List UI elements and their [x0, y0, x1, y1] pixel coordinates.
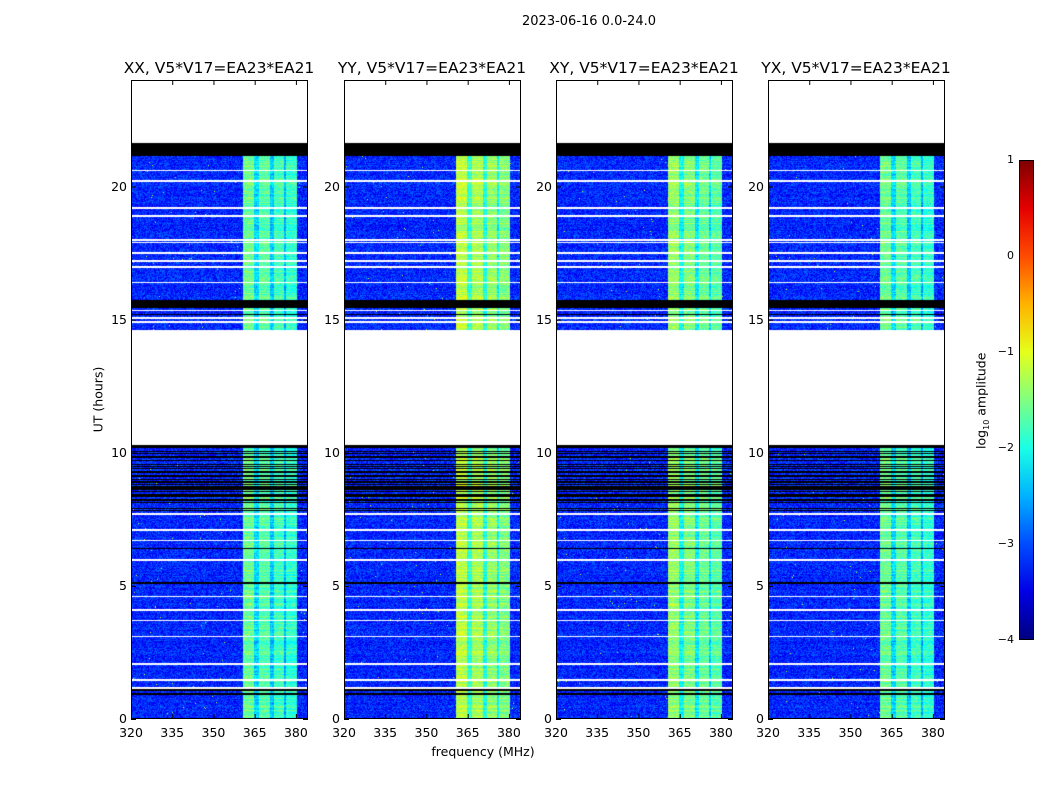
y-tick-label: 5	[119, 577, 127, 593]
y-tick-label: 20	[324, 178, 340, 194]
figure-title: 2023-06-16 0.0-24.0	[522, 14, 656, 29]
axes-frame	[556, 80, 733, 719]
x-tick-label: 365	[667, 725, 692, 740]
axes-frame	[768, 80, 945, 719]
x-tick-label: 365	[242, 725, 267, 740]
x-axis-label: frequency (MHz)	[431, 744, 535, 759]
x-tick-label: 350	[838, 725, 863, 740]
x-tick-label: 335	[585, 725, 610, 740]
colorbar-label: log10 amplitude	[973, 352, 991, 449]
panel-title: XY, V5*V17=EA23*EA21	[549, 59, 739, 77]
colorbar-tick-label: −3	[997, 537, 1014, 550]
heatmap-panel-2	[344, 80, 521, 720]
y-tick-label: 0	[332, 711, 340, 726]
y-tick-label: 20	[111, 178, 127, 194]
y-tick-label: 10	[324, 444, 340, 460]
y-tick-label: 15	[748, 311, 764, 327]
y-tick-label: 15	[324, 311, 340, 327]
axes-frame	[344, 80, 521, 719]
panel-title: YX, V5*V17=EA23*EA21	[761, 59, 951, 77]
x-tick-label: 335	[160, 725, 185, 740]
heatmap-panel-4	[768, 80, 945, 720]
y-tick-label: 0	[756, 711, 764, 726]
x-tick-label: 320	[544, 725, 568, 740]
x-tick-label: 320	[119, 725, 143, 740]
colorbar-tick-label: 0	[1007, 249, 1014, 262]
colorbar-tick-label: −4	[997, 633, 1014, 646]
panel-title: YY, V5*V17=EA23*EA21	[337, 59, 527, 77]
x-tick-label: 380	[283, 725, 308, 740]
y-tick-label: 10	[748, 444, 764, 460]
heatmap-panel-1	[131, 80, 308, 720]
x-tick-label: 335	[373, 725, 398, 740]
x-tick-label: 365	[455, 725, 480, 740]
colorbar-tick-label: −1	[997, 345, 1014, 358]
x-tick-label: 380	[496, 725, 521, 740]
x-tick-label: 365	[879, 725, 904, 740]
panel-title: XX, V5*V17=EA23*EA21	[123, 59, 315, 77]
heatmap-image	[344, 80, 521, 719]
heatmap-image	[556, 80, 733, 719]
y-tick-label: 5	[756, 577, 764, 593]
y-tick-label: 0	[544, 711, 552, 726]
colorbar	[1019, 160, 1034, 640]
y-tick-label: 5	[544, 577, 552, 593]
x-tick-label: 380	[708, 725, 733, 740]
y-tick-label: 15	[111, 311, 127, 327]
heatmap-image	[768, 80, 945, 719]
colorbar-tick-label: −2	[997, 441, 1014, 454]
heatmap-panel-3	[556, 80, 733, 720]
y-tick-label: 10	[111, 444, 127, 460]
colorbar-tick-label: 1	[1007, 153, 1014, 166]
x-tick-label: 350	[414, 725, 439, 740]
x-tick-label: 320	[332, 725, 356, 740]
y-axis-label: UT (hours)	[90, 366, 106, 433]
y-tick-label: 20	[536, 178, 552, 194]
y-tick-label: 10	[536, 444, 552, 460]
x-tick-label: 350	[201, 725, 226, 740]
x-tick-label: 320	[756, 725, 780, 740]
x-tick-label: 350	[626, 725, 651, 740]
y-tick-label: 0	[119, 711, 127, 726]
heatmap-image	[131, 80, 308, 719]
axes-frame	[131, 80, 308, 719]
y-tick-label: 15	[536, 311, 552, 327]
y-tick-label: 5	[332, 577, 340, 593]
y-tick-label: 20	[748, 178, 764, 194]
x-tick-label: 380	[920, 725, 945, 740]
x-tick-label: 335	[797, 725, 822, 740]
